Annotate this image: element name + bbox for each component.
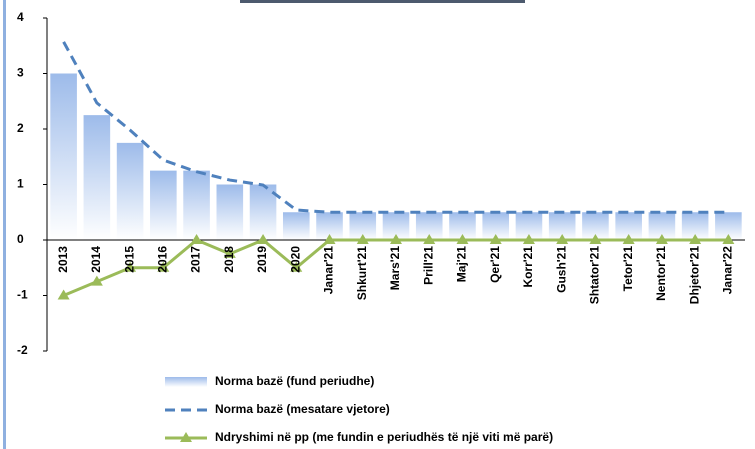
marker: [257, 234, 270, 244]
marker: [323, 234, 336, 244]
x-tick-label: 2013: [56, 246, 70, 273]
marker: [190, 234, 203, 244]
x-tick-label: Tetor'21: [621, 246, 635, 292]
x-tick-label: Prill'21: [421, 246, 435, 285]
marker: [489, 234, 502, 244]
y-tick-label: -1: [17, 288, 28, 302]
bar: [116, 142, 144, 240]
x-tick-label: Gush'21: [554, 246, 568, 293]
x-tick-label: 2015: [122, 246, 136, 273]
bar: [50, 73, 77, 240]
legend-swatch: [165, 377, 207, 387]
x-tick-label: 2017: [189, 246, 203, 273]
x-tick-label: 2014: [89, 246, 103, 273]
x-tick-label: Korr'21: [521, 246, 535, 288]
bar: [282, 212, 310, 240]
legend-label: Ndryshimi në pp (me fundin e periudhës t…: [215, 430, 553, 444]
marker: [90, 275, 103, 286]
y-tick-label: 2: [17, 121, 24, 135]
marker: [124, 261, 137, 272]
marker: [423, 234, 436, 244]
marker: [622, 234, 635, 244]
bar: [183, 170, 210, 240]
marker: [655, 234, 668, 244]
x-tick-label: Maj'21: [455, 246, 469, 283]
y-tick-label: 1: [17, 177, 24, 191]
x-tick-label: 2018: [222, 246, 236, 273]
top-bar: [240, 0, 525, 3]
marker: [356, 234, 369, 244]
y-tick-label: 3: [17, 66, 24, 80]
marker: [689, 234, 702, 244]
bar: [150, 170, 177, 240]
bar: [83, 115, 111, 240]
marker: [57, 289, 70, 300]
x-tick-label: Qer'21: [488, 246, 502, 283]
marker: [223, 247, 236, 258]
marker: [157, 261, 170, 272]
marker: [589, 234, 602, 244]
legend-marker: [180, 432, 192, 442]
marker: [456, 234, 469, 244]
left-stripe: [3, 0, 6, 449]
line: [62, 41, 729, 214]
marker: [390, 234, 402, 244]
y-tick-label: -2: [17, 343, 28, 357]
x-tick-label: 2020: [288, 246, 302, 273]
legend-label: Norma bazë (mesatare vjetore): [215, 402, 390, 416]
y-tick-label: 4: [17, 10, 24, 24]
marker: [722, 234, 735, 244]
marker: [522, 234, 535, 244]
x-tick-label: Dhjetor'21: [687, 246, 701, 305]
x-tick-label: 2016: [156, 246, 170, 273]
bar: [249, 184, 277, 240]
y-tick-label: 0: [17, 232, 24, 246]
x-tick-label: Shtator'21: [588, 246, 602, 305]
x-tick-label: Mars'21: [388, 246, 402, 291]
bar: [216, 184, 244, 240]
x-tick-label: 2019: [255, 246, 269, 273]
marker: [290, 261, 303, 272]
x-tick-label: Shkurt'21: [355, 246, 369, 301]
x-tick-label: Nentor'21: [654, 246, 668, 301]
x-tick-label: Janar'21: [322, 246, 336, 295]
marker: [556, 234, 569, 244]
legend-label: Norma bazë (fund periudhe): [215, 374, 374, 388]
x-tick-label: Janar'22: [721, 246, 735, 295]
